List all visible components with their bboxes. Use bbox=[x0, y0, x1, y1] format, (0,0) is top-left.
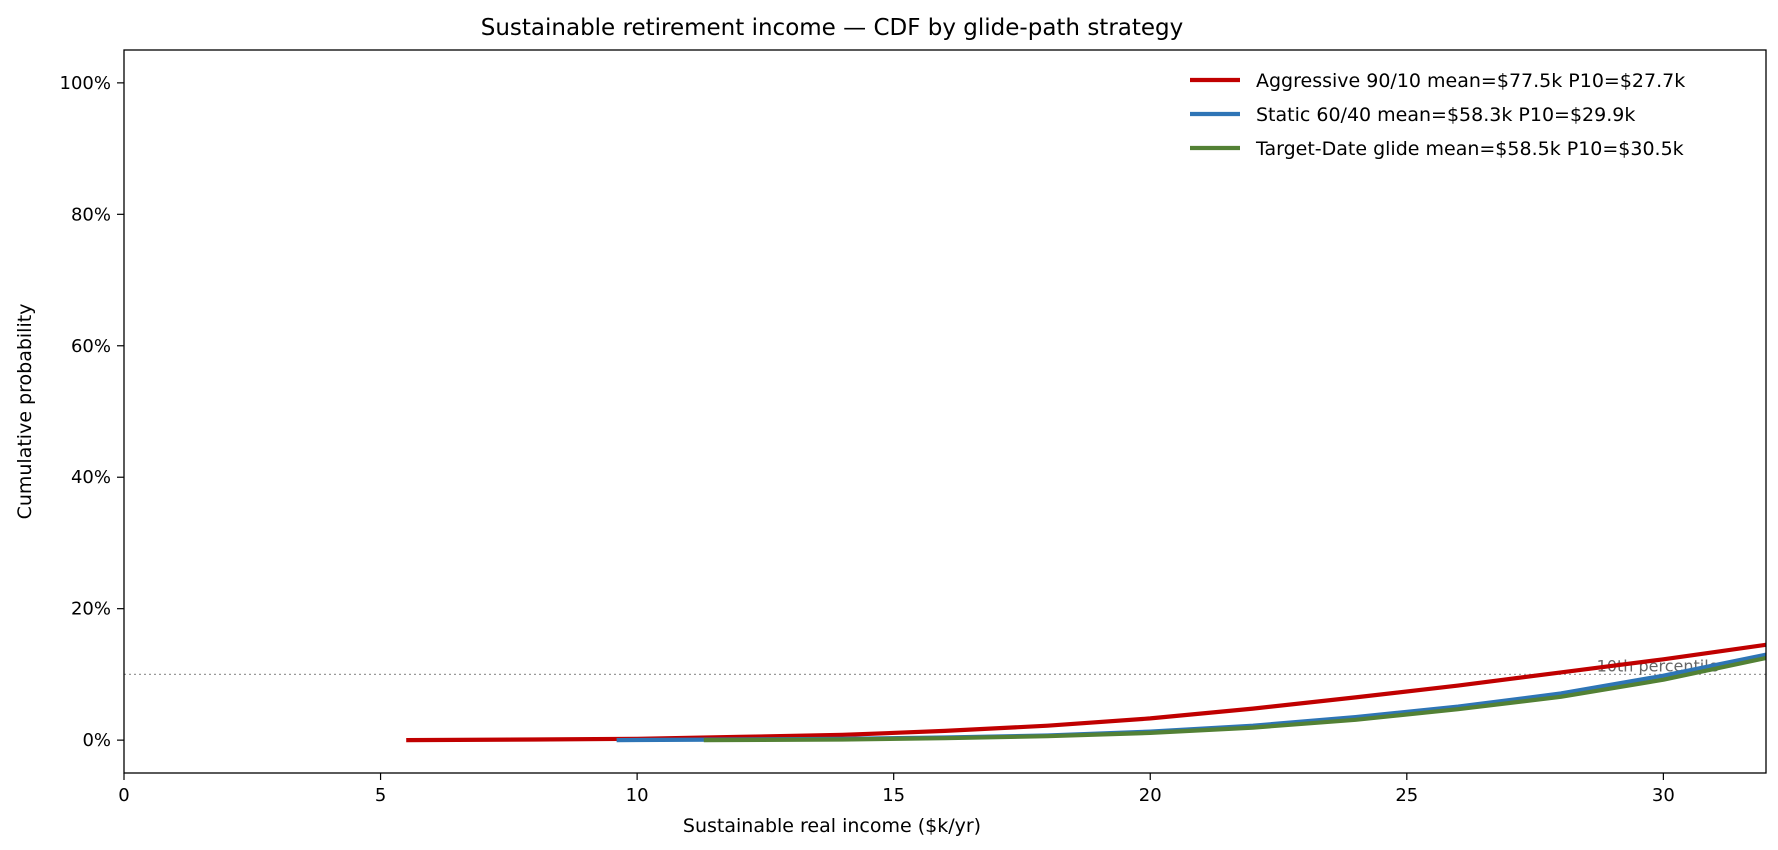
y-tick-label: 100% bbox=[60, 73, 111, 94]
x-tick-label: 25 bbox=[1395, 785, 1418, 806]
chart-title: Sustainable retirement income — CDF by g… bbox=[481, 15, 1184, 41]
x-tick-label: 30 bbox=[1652, 785, 1675, 806]
legend: Aggressive 90/10 mean=$77.5k P10=$27.7k S… bbox=[1190, 70, 1685, 160]
legend-label-3: Target-Date glide mean=$58.5k P10=$30.5k bbox=[1255, 138, 1684, 160]
x-tick-label: 20 bbox=[1139, 785, 1162, 806]
y-tick-label: 60% bbox=[71, 336, 111, 357]
y-axis-label: Cumulative probability bbox=[14, 304, 36, 520]
series-line-3 bbox=[703, 655, 1766, 743]
x-tick-label: 0 bbox=[118, 785, 129, 806]
series-lines bbox=[406, 642, 1766, 743]
x-tick-label: 5 bbox=[375, 785, 386, 806]
legend-label-1: Aggressive 90/10 mean=$77.5k P10=$27.7k bbox=[1256, 70, 1685, 92]
y-tick-label: 20% bbox=[71, 599, 111, 620]
x-tick-label: 15 bbox=[882, 785, 905, 806]
y-tick-label: 80% bbox=[71, 204, 111, 225]
y-tick-label: 0% bbox=[82, 730, 111, 751]
x-axis-label: Sustainable real income ($k/yr) bbox=[683, 815, 981, 837]
plot-frame bbox=[123, 49, 1767, 774]
legend-label-2: Static 60/40 mean=$58.3k P10=$29.9k bbox=[1256, 104, 1635, 126]
y-tick-label: 40% bbox=[71, 467, 111, 488]
x-tick-label: 10 bbox=[626, 785, 649, 806]
